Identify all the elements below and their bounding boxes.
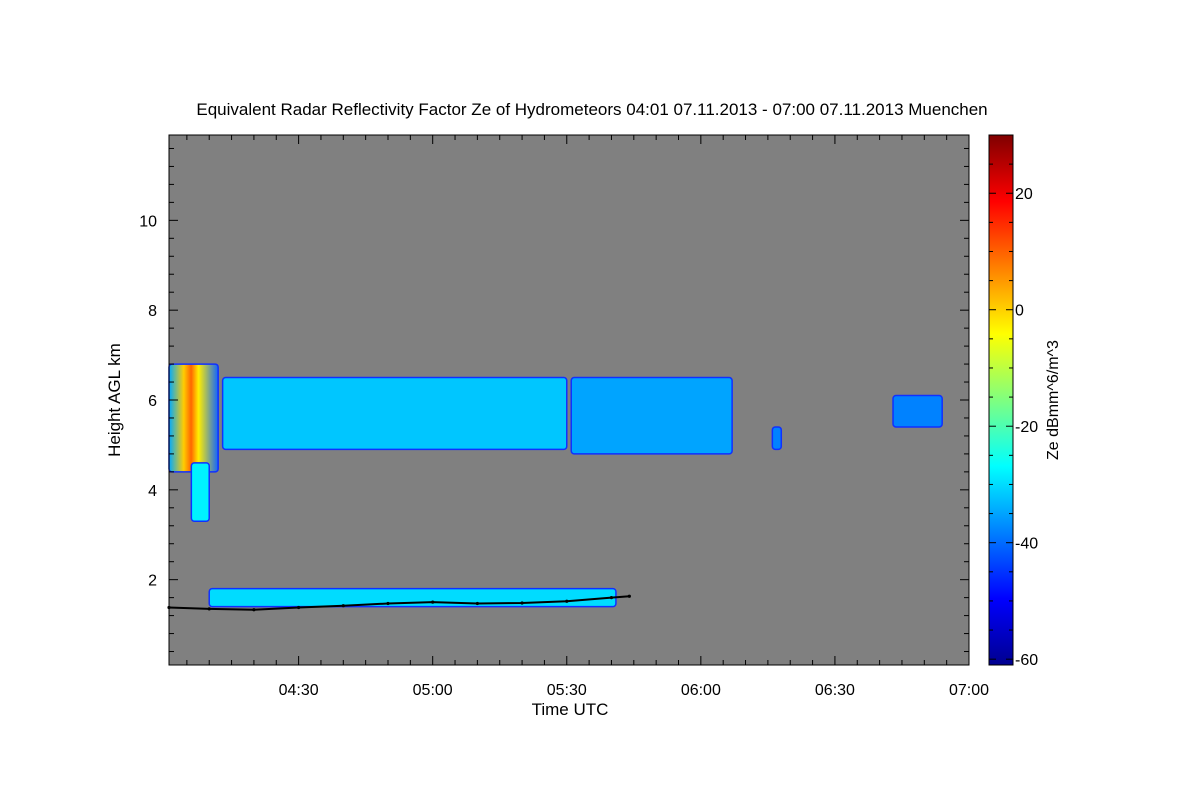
colorbar	[988, 134, 1014, 666]
x-tick-label: 06:30	[815, 682, 855, 699]
echo-layers	[168, 363, 943, 608]
y-tick-label: 6	[148, 393, 157, 410]
colorbar-ticks: 20 0 -20 -40 -60	[989, 134, 1038, 669]
cloud-base-line	[168, 595, 630, 611]
colorbar-tick-label: -20	[1015, 419, 1038, 436]
y-tick-label: 2	[148, 573, 157, 590]
echo-isolated-echo-6:48	[892, 394, 943, 428]
y-tick-label: 8	[148, 303, 157, 320]
chart-title: Equivalent Radar Reflectivity Factor Ze …	[196, 100, 987, 119]
y-tick-label: 4	[148, 483, 157, 500]
x-tick-label: 05:00	[413, 682, 453, 699]
cloud-base-points	[167, 594, 631, 612]
echo-high-cloud-segment-3	[570, 376, 733, 455]
echo-high-cloud-segment-2	[221, 376, 568, 451]
echo-isolated-echo-6:17	[771, 426, 783, 451]
y-axis-label: Height AGL km	[105, 343, 124, 457]
x-tick-label: 06:00	[681, 682, 721, 699]
colorbar-tick-label: 20	[1015, 186, 1033, 203]
x-axis-ticks: 04:30 05:00 05:30 06:00 06:30 07:00	[186, 135, 989, 699]
x-tick-label: 07:00	[949, 682, 989, 699]
colorbar-tick-label: -40	[1015, 536, 1038, 553]
echo-low-cloud-layer	[208, 587, 617, 608]
x-tick-label: 04:30	[279, 682, 319, 699]
y-tick-label: 10	[139, 213, 157, 230]
echo-high-cloud-segment-1	[168, 363, 219, 473]
x-tick-label: 05:30	[547, 682, 587, 699]
x-axis-label: Time UTC	[532, 700, 609, 719]
echo-fallstreak	[190, 462, 210, 523]
colorbar-tick-label: 0	[1015, 303, 1024, 320]
colorbar-label: Ze dBmm^6/m^3	[1045, 340, 1062, 460]
y-axis-ticks: 2 4 6 8 10	[139, 147, 969, 653]
colorbar-tick-label: -60	[1015, 652, 1038, 669]
